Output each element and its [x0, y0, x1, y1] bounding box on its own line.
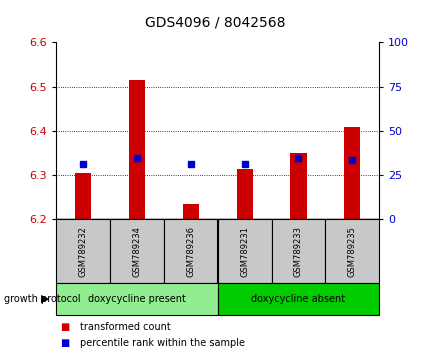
Bar [182, 204, 198, 219]
Bar [217, 219, 271, 283]
Text: GSM789232: GSM789232 [78, 226, 87, 277]
Bar [56, 283, 217, 315]
Bar [75, 173, 91, 219]
Bar [56, 219, 110, 283]
Bar [163, 219, 217, 283]
Text: doxycycline absent: doxycycline absent [251, 294, 345, 304]
Text: GDS4096 / 8042568: GDS4096 / 8042568 [145, 16, 285, 30]
Text: GSM789236: GSM789236 [186, 226, 195, 277]
Bar [271, 219, 325, 283]
Bar [290, 153, 306, 219]
Text: GSM789235: GSM789235 [347, 226, 356, 277]
Text: ■: ■ [60, 338, 69, 348]
Bar [110, 219, 163, 283]
Text: ■: ■ [60, 322, 69, 332]
Text: transformed count: transformed count [80, 322, 170, 332]
Text: GSM789234: GSM789234 [132, 226, 141, 277]
Text: percentile rank within the sample: percentile rank within the sample [80, 338, 244, 348]
Text: GSM789233: GSM789233 [293, 226, 302, 277]
Text: ▶: ▶ [41, 294, 49, 304]
Text: growth protocol: growth protocol [4, 294, 81, 304]
Text: GSM789231: GSM789231 [240, 226, 249, 277]
Bar [217, 283, 378, 315]
Bar [325, 219, 378, 283]
Bar [344, 126, 359, 219]
Text: doxycycline present: doxycycline present [88, 294, 185, 304]
Bar [129, 80, 144, 219]
Bar [236, 169, 252, 219]
